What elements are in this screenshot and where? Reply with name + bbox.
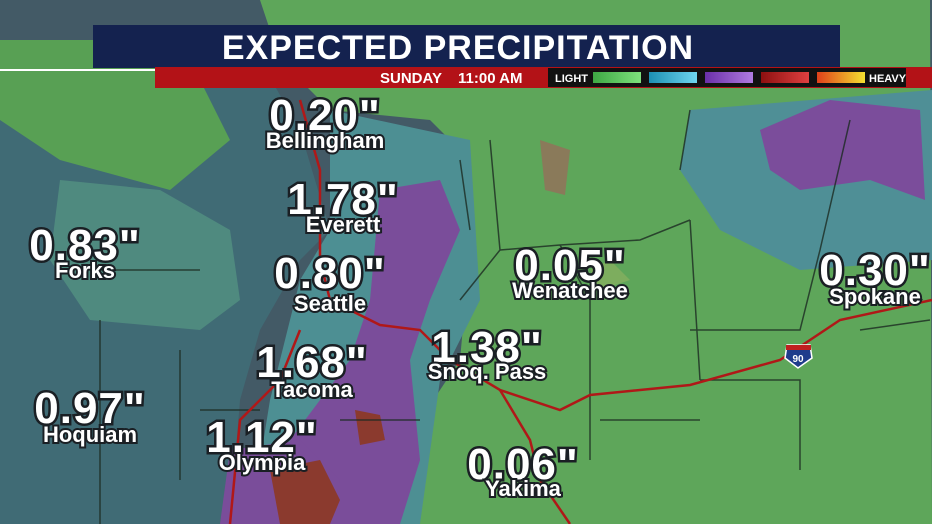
precip-amount: 1.78" — [287, 175, 399, 224]
city-name: Seattle — [294, 291, 366, 316]
title-bar — [93, 25, 840, 68]
precip-amount: 1.68" — [256, 338, 368, 387]
city-name: Tacoma — [271, 377, 353, 402]
time: 11:00 AM — [458, 70, 522, 87]
city-name: Hoquiam — [43, 422, 137, 447]
city-name: Everett — [306, 212, 381, 237]
legend-swatch — [649, 72, 697, 83]
precip-amount: 0.05" — [514, 241, 626, 290]
city-name: Spokane — [829, 284, 921, 309]
legend-light: LIGHT — [555, 73, 588, 85]
city-name: Wenatchee — [512, 278, 628, 303]
city-name: Yakima — [485, 476, 562, 501]
precip-amount: 1.38" — [431, 323, 543, 372]
city-labels: 0.20"Bellingham 1.78"Everett 0.83"Forks 0.8… — [27, 89, 932, 504]
legend-swatch — [817, 72, 865, 83]
city-name: Snoq. Pass — [428, 359, 547, 384]
highway-number: 90 — [792, 354, 804, 365]
city-name: Forks — [55, 258, 115, 283]
legend-swatch — [761, 72, 809, 83]
precip-amount: 0.20" — [269, 91, 381, 140]
precip-amount: 1.12" — [206, 413, 318, 462]
city-name: Olympia — [219, 450, 307, 475]
precip-amount: 0.97" — [34, 384, 146, 433]
city-name: Bellingham — [266, 128, 385, 153]
highway-shield: 90 — [784, 344, 813, 369]
title: EXPECTED PRECIPITATION — [222, 29, 694, 67]
day: SUNDAY — [380, 70, 442, 87]
precip-amount: 0.06" — [467, 440, 579, 489]
precip-amount: 0.83" — [29, 221, 141, 270]
legend-swatch — [593, 72, 641, 83]
precip-amount: 0.30" — [819, 246, 931, 295]
legend-heavy: HEAVY — [869, 73, 907, 85]
precip-amount: 0.80" — [274, 249, 386, 298]
legend-swatch — [705, 72, 753, 83]
